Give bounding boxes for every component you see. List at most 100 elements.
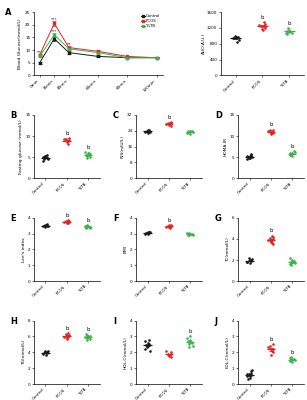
Point [270, 240, 274, 246]
Text: b: b [86, 145, 90, 150]
Point [87, 150, 92, 157]
Text: b: b [290, 350, 294, 355]
Point [143, 338, 148, 344]
Point [246, 154, 251, 160]
Point [247, 374, 252, 381]
Point [85, 150, 90, 156]
Text: b: b [261, 15, 264, 20]
Text: b: b [167, 218, 170, 223]
Text: b: b [86, 218, 90, 223]
Point [65, 332, 70, 339]
Text: B: B [11, 111, 17, 120]
Point [287, 358, 292, 364]
Point [41, 154, 45, 160]
Point [147, 128, 152, 134]
Point [269, 346, 274, 352]
Point [270, 348, 274, 354]
Point [271, 236, 276, 242]
Point [261, 19, 266, 25]
Point [84, 224, 89, 231]
Point [271, 341, 276, 348]
Point [148, 348, 153, 354]
Point [190, 231, 195, 237]
Text: b: b [167, 115, 170, 120]
Point [285, 31, 290, 37]
Point [83, 223, 88, 229]
Point [84, 152, 89, 158]
Point [245, 156, 250, 162]
Point [286, 29, 291, 35]
Point [85, 333, 90, 340]
Point [66, 218, 71, 224]
Point [42, 156, 47, 162]
Point [250, 154, 255, 160]
Y-axis label: Lee's index: Lee's index [21, 237, 25, 262]
Point [288, 357, 293, 363]
Point [289, 354, 293, 360]
Point [249, 152, 254, 158]
Point [288, 150, 293, 156]
Point [44, 223, 49, 230]
Point [247, 373, 252, 379]
Point [46, 348, 51, 355]
Point [186, 128, 191, 135]
Point [84, 222, 89, 228]
Point [266, 237, 271, 243]
Point [83, 149, 88, 155]
Point [43, 348, 48, 354]
Point [46, 223, 51, 229]
Point [288, 355, 293, 361]
Point [166, 223, 171, 229]
Point [247, 155, 252, 161]
Point [169, 222, 173, 229]
Point [43, 224, 48, 230]
Point [286, 27, 291, 33]
Point [248, 368, 253, 374]
Point [85, 223, 90, 230]
Point [292, 149, 297, 155]
Point [168, 354, 173, 360]
Text: J: J [215, 317, 218, 326]
Point [66, 217, 71, 223]
Point [41, 351, 45, 357]
Point [247, 255, 252, 261]
Text: b: b [287, 21, 291, 26]
Point [257, 22, 262, 28]
Point [247, 154, 252, 161]
Text: b: b [86, 327, 90, 332]
Point [87, 224, 92, 230]
Point [289, 260, 293, 266]
Point [233, 33, 238, 39]
Y-axis label: Fasting glucose (mmol/L): Fasting glucose (mmol/L) [19, 119, 23, 174]
Text: b: b [269, 337, 273, 342]
Point [43, 349, 48, 356]
Legend: Control, PCOS, YLTB: Control, PCOS, YLTB [140, 14, 161, 28]
Point [190, 129, 195, 136]
Point [168, 222, 173, 228]
Text: E: E [11, 214, 16, 223]
Point [88, 332, 93, 339]
Point [43, 154, 48, 160]
Point [167, 352, 172, 359]
Point [230, 34, 235, 41]
Text: b: b [269, 228, 273, 234]
Point [269, 131, 274, 137]
Point [185, 130, 190, 136]
Point [87, 336, 92, 342]
Text: **: ** [67, 42, 71, 46]
Point [235, 38, 239, 45]
Text: b: b [269, 122, 273, 128]
Point [65, 220, 70, 226]
Point [84, 155, 89, 161]
Point [146, 336, 151, 343]
Point [167, 224, 172, 231]
Point [64, 336, 69, 342]
Point [145, 344, 150, 351]
Point [247, 153, 252, 159]
Point [270, 234, 275, 240]
Y-axis label: LDL-C(mmol/L): LDL-C(mmol/L) [226, 336, 230, 368]
Point [247, 371, 252, 378]
Point [270, 349, 275, 356]
Point [290, 356, 294, 362]
Point [289, 30, 294, 36]
